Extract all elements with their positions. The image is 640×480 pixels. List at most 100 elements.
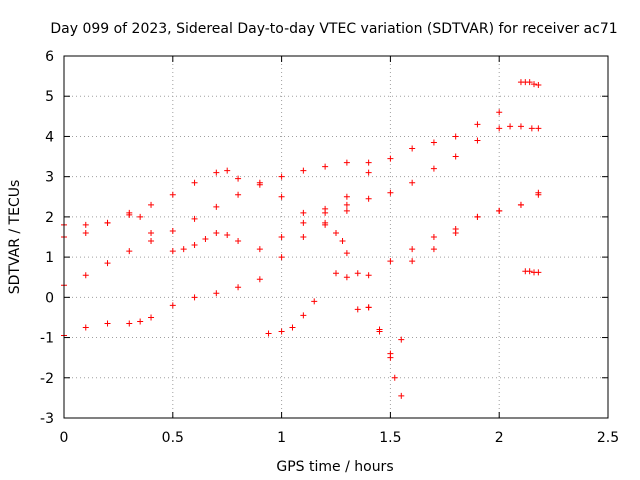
data-point [104,219,111,226]
data-point [391,374,398,381]
y-tick-label: 3 [45,170,54,186]
data-point [235,284,242,291]
data-point [256,181,263,188]
data-point [256,276,263,283]
y-tick-label: 5 [45,89,54,105]
data-point [354,306,361,313]
data-point [387,189,394,196]
data-point [452,229,459,236]
data-point [398,336,405,343]
data-point [387,155,394,162]
y-tick-label: 4 [45,129,54,145]
data-point [376,328,383,335]
y-tick-label: 6 [45,49,54,65]
data-point [387,350,394,357]
data-point [265,330,272,337]
data-point [474,121,481,128]
data-point [517,123,524,130]
data-point [148,229,155,236]
data-point [474,137,481,144]
x-tick-label: 0.5 [162,430,184,446]
x-axis-label: GPS time / hours [276,459,393,475]
data-point [365,272,372,279]
y-tick-label: -3 [40,411,54,427]
data-point [169,227,176,234]
data-point [213,169,220,176]
data-point [409,179,416,186]
axis-ticks: 0 0.5 1 1.5 2 2.5 -3 -2 -1 0 1 2 3 4 5 6 [40,49,619,446]
data-point [507,123,514,130]
data-point [169,248,176,255]
data-point [531,81,538,88]
y-tick-label: -2 [40,371,54,387]
data-point [235,191,242,198]
data-point [300,167,307,174]
x-tick-label: 0 [60,430,69,446]
x-tick-label: 1 [277,430,286,446]
data-point [535,269,542,276]
data-point [535,191,542,198]
data-point [339,238,346,245]
data-point [387,258,394,265]
data-point [535,125,542,132]
data-point [496,207,503,214]
data-point [528,125,535,132]
data-point [169,191,176,198]
data-point [343,207,350,214]
data-point [235,175,242,182]
data-point [322,163,329,170]
x-tick-label: 2 [495,430,504,446]
data-point [474,213,481,220]
data-point [430,234,437,240]
data-point [496,109,503,116]
data-point [430,165,437,172]
data-point [496,125,503,132]
grid-lines [64,56,608,418]
y-tick-label: 2 [45,210,54,226]
data-point [343,201,350,208]
data-point [278,193,285,200]
data-point [82,324,89,331]
data-point [278,254,285,261]
data-point [82,229,89,236]
data-point [213,203,220,210]
data-point [517,201,524,208]
data-point [300,209,307,216]
data-point [126,209,133,216]
data-point [224,167,231,174]
plot-frame [63,55,609,419]
data-point [365,159,372,166]
data-point [365,304,372,311]
chart-title: Day 099 of 2023, Sidereal Day-to-day VTE… [50,21,617,37]
data-points [61,79,542,399]
data-point [169,302,176,309]
data-point [191,179,198,186]
data-point [365,169,372,176]
data-point [148,314,155,321]
data-point [300,312,307,319]
data-point [300,219,307,226]
data-point [224,231,231,238]
data-point [452,133,459,140]
data-point [278,328,285,335]
data-point [333,270,339,277]
data-point [526,79,533,86]
data-point [311,298,318,305]
data-point [180,246,187,253]
data-point [354,270,361,277]
data-point [365,195,372,202]
y-tick-label: 0 [45,290,54,306]
x-tick-label: 2.5 [597,430,619,446]
data-point [191,294,198,301]
data-point [213,229,220,236]
data-point [137,318,144,325]
data-point [409,258,416,265]
data-point [148,238,155,245]
data-point [256,246,263,253]
data-point [322,221,329,228]
data-point [343,193,350,200]
data-point [82,221,89,228]
data-point [535,81,542,88]
data-point [191,215,198,222]
